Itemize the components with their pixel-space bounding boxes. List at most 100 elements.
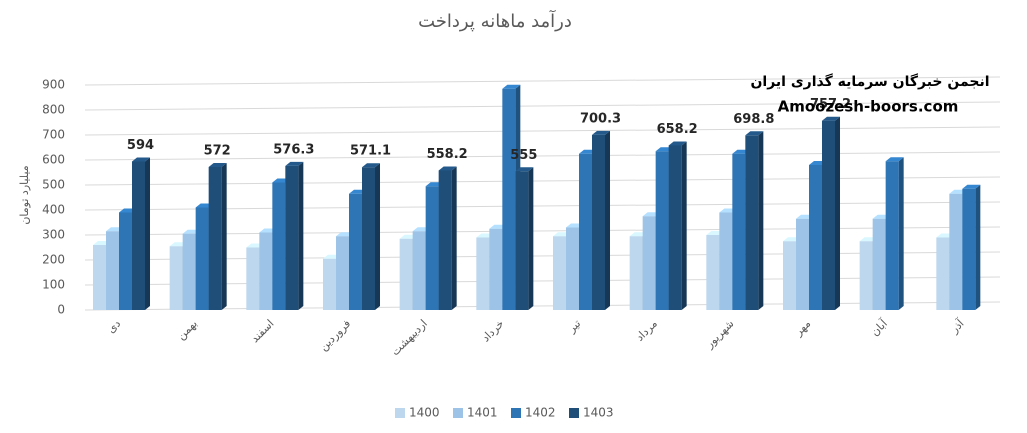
bar	[399, 238, 413, 310]
bar	[553, 236, 566, 310]
bar-side	[605, 130, 610, 310]
bar	[515, 171, 529, 310]
bar-top	[745, 131, 764, 136]
bar	[502, 88, 516, 310]
grid-line	[84, 301, 1001, 311]
bar	[822, 120, 835, 310]
bar	[719, 212, 733, 310]
bar	[872, 218, 886, 310]
bar-top	[208, 163, 227, 167]
y-tick-label: 600	[42, 153, 65, 167]
grid-line	[84, 201, 1001, 211]
grid-line	[84, 151, 1001, 161]
bar-side	[375, 163, 380, 310]
bar	[949, 193, 963, 310]
bar	[629, 236, 643, 310]
bar	[349, 193, 362, 310]
bar-top	[962, 184, 981, 189]
y-tick-label: 500	[42, 178, 65, 192]
y-tick-label: 100	[42, 278, 65, 292]
y-tick-label: 700	[42, 128, 65, 142]
chart-title: درآمد ماهانه پرداخت	[418, 9, 572, 32]
y-tick-label: 900	[42, 78, 65, 92]
bar-top	[132, 157, 150, 162]
x-tick-label: مهر	[791, 317, 813, 339]
x-tick-label: مرداد	[633, 317, 660, 344]
bar-side	[528, 167, 534, 310]
bar	[592, 134, 605, 310]
legend-label: 1400	[409, 406, 440, 420]
bar-top	[822, 116, 840, 121]
grid-line	[84, 76, 1001, 86]
grid-line	[84, 226, 1001, 236]
bar	[336, 236, 349, 310]
bar-side	[221, 163, 227, 310]
bar	[745, 135, 759, 310]
y-tick-label: 200	[42, 253, 65, 267]
bar	[246, 247, 260, 310]
x-tick-label: آذر	[947, 316, 968, 337]
legend-swatch	[511, 408, 521, 418]
x-tick-label: اسفند	[248, 317, 276, 345]
data-label: 558.2	[427, 147, 468, 162]
y-tick-label: 800	[42, 103, 65, 117]
grid-line	[84, 251, 1001, 261]
bar-side	[898, 157, 904, 310]
x-tick-label: دی	[104, 317, 123, 336]
bar-side	[451, 166, 457, 310]
bar	[272, 182, 286, 310]
bar	[936, 237, 950, 310]
bar	[783, 241, 796, 310]
grid-line	[84, 101, 1001, 111]
bar	[438, 170, 452, 310]
legend-label: 1403	[583, 406, 614, 420]
bar	[132, 161, 145, 310]
grid-line	[84, 176, 1001, 186]
bar	[885, 161, 899, 310]
bar	[579, 153, 592, 310]
legend-label: 1401	[467, 406, 498, 420]
bar	[93, 245, 106, 310]
bar	[962, 188, 976, 310]
bar	[809, 165, 822, 310]
x-tick-label: بهمن	[175, 317, 200, 342]
bar	[208, 167, 222, 310]
data-label: 571.1	[350, 144, 391, 159]
grid-line	[84, 126, 1001, 136]
bar	[195, 207, 209, 310]
y-axis-label: میلیارد تومان	[18, 165, 31, 224]
y-tick-label: 0	[57, 303, 65, 317]
bar	[182, 233, 196, 310]
data-label: 576.3	[273, 142, 314, 157]
bar-side	[975, 184, 981, 310]
bar	[732, 153, 746, 310]
legend-swatch	[395, 408, 405, 418]
data-label: 698.8	[733, 112, 774, 127]
bar	[655, 151, 669, 310]
bar	[323, 258, 336, 310]
bar-top	[438, 166, 457, 171]
bar	[668, 145, 682, 310]
bar	[285, 165, 299, 310]
watermark-text: انجمن خبرگان سرمایه گذاری ایران	[750, 73, 989, 90]
bar	[489, 228, 503, 310]
data-label: 658.2	[657, 122, 698, 137]
legend-swatch	[569, 408, 579, 418]
bar-top	[362, 163, 380, 168]
data-label: 555	[510, 148, 537, 163]
bar-side	[835, 116, 840, 310]
data-label: 594	[127, 138, 154, 153]
x-tick-label: شهریور	[702, 317, 736, 351]
bar-top	[285, 161, 304, 166]
bar-top	[592, 130, 610, 135]
bar	[412, 231, 426, 310]
bar-side	[758, 131, 764, 310]
bar	[796, 218, 809, 310]
bar	[119, 212, 132, 310]
x-tick-label: خرداد	[479, 317, 506, 344]
data-label: 572	[204, 144, 231, 159]
bar-top	[885, 157, 904, 162]
bar-side	[145, 157, 150, 310]
y-tick-label: 400	[42, 203, 65, 217]
